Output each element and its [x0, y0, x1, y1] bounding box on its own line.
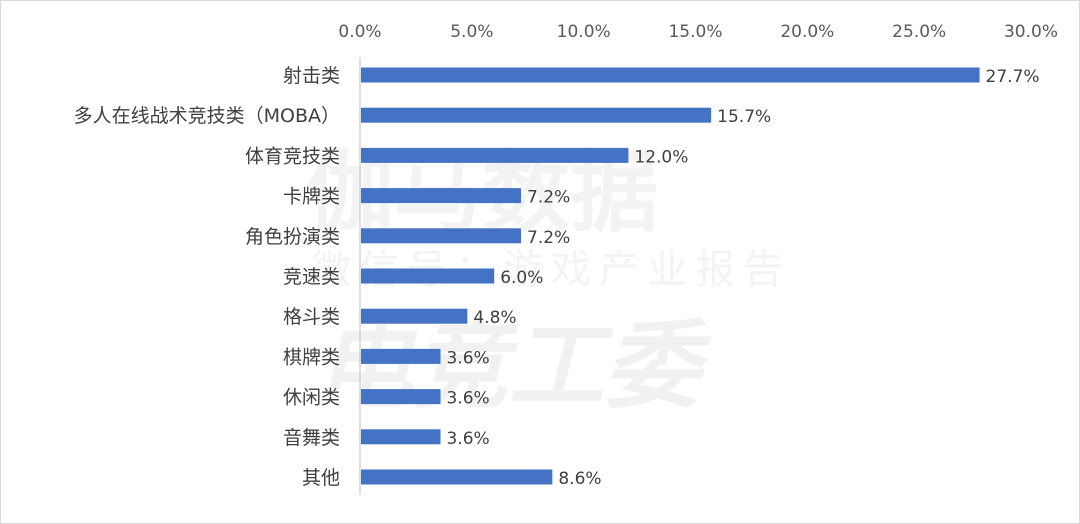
bar — [361, 67, 980, 83]
value-label: 3.6% — [447, 389, 490, 409]
value-label: 27.7% — [986, 67, 1040, 87]
category-label: 多人在线战术竞技类（MOBA） — [74, 105, 340, 127]
value-label: 8.6% — [558, 469, 601, 489]
category-label: 音舞类 — [283, 427, 340, 449]
category-label: 卡牌类 — [283, 186, 340, 208]
value-label: 15.7% — [717, 107, 771, 127]
category-label: 角色扮演类 — [245, 226, 340, 248]
value-label: 7.2% — [527, 188, 570, 208]
category-label: 棋牌类 — [283, 346, 340, 368]
x-tick-label: 10.0% — [557, 22, 611, 42]
x-tick-label: 20.0% — [780, 22, 834, 42]
bar — [361, 469, 553, 485]
value-label: 12.0% — [634, 147, 688, 167]
x-tick-label: 5.0% — [450, 22, 493, 42]
value-label: 6.0% — [500, 268, 543, 288]
value-label: 3.6% — [447, 429, 490, 449]
bar — [361, 348, 441, 364]
bar — [361, 429, 441, 445]
category-label: 体育竞技类 — [245, 145, 340, 167]
x-tick-label: 15.0% — [668, 22, 722, 42]
value-labels: 27.7% 15.7% 12.0% 7.2% 7.2% 6.0% 4.8% 3.6% 3.6% 3… — [447, 67, 1040, 489]
bar — [361, 268, 495, 284]
value-label: 4.8% — [473, 308, 516, 328]
category-label: 格斗类 — [283, 306, 340, 328]
bar — [361, 188, 522, 204]
bar — [361, 389, 441, 405]
bar — [361, 228, 522, 244]
x-axis-ticks: 0.0% 5.0% 10.0% 15.0% 20.0% 25.0% 30.0% — [338, 22, 1058, 42]
category-label: 休闲类 — [283, 387, 340, 409]
bar — [361, 147, 629, 163]
value-label: 3.6% — [447, 348, 490, 368]
value-label: 7.2% — [527, 228, 570, 248]
bar — [361, 308, 468, 324]
x-tick-label: 30.0% — [1004, 22, 1058, 42]
category-label: 竞速类 — [283, 266, 340, 288]
x-tick-label: 25.0% — [892, 22, 946, 42]
bar — [361, 107, 712, 123]
category-label: 射击类 — [283, 65, 340, 87]
x-tick-label: 0.0% — [338, 22, 381, 42]
category-label: 其他 — [302, 467, 340, 489]
bars — [361, 67, 980, 485]
